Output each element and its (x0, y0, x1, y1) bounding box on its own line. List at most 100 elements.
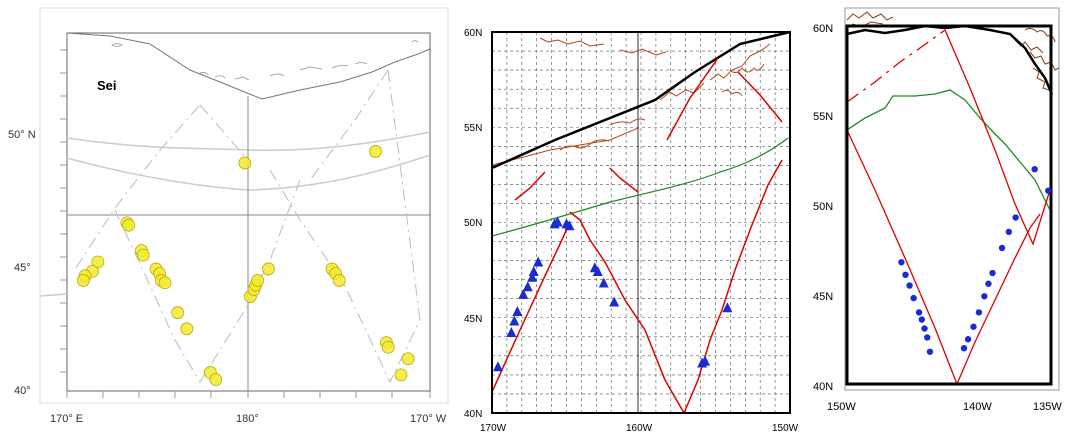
coastline-detail (491, 37, 771, 166)
sighting-marker (401, 352, 415, 366)
sighting-marker (1005, 228, 1013, 236)
sighting-marker (180, 322, 194, 336)
sighting-marker (921, 325, 928, 332)
coastline (491, 30, 791, 170)
sighting-marker (518, 288, 529, 299)
cruise-track (491, 57, 783, 414)
lat-label-40: 40° (14, 385, 31, 397)
sighting-marker (251, 274, 264, 287)
map-frame (845, 24, 1053, 386)
lat-label-50n: 50° N (8, 129, 36, 141)
sighting-marker (122, 218, 136, 232)
right-map-canvas: 60N 55N 50N 45N 40N 150W 140W 135W (813, 7, 1062, 413)
sighting-marker (564, 220, 575, 231)
lat-label-55n: 55N (813, 111, 833, 123)
coastline (66, 32, 431, 100)
ocean-front-line (491, 137, 789, 237)
sighting-marker (985, 280, 992, 287)
sighting-marker (381, 340, 395, 354)
sighting-marker (722, 302, 733, 313)
right-map: 60N 55N 50N 45N 40N 150W 140W 135W (805, 0, 1067, 439)
sighting-marker (964, 336, 972, 343)
sighting-marker (924, 334, 931, 341)
islands (111, 40, 419, 81)
sighting-marker (369, 145, 382, 158)
sighting-marker (981, 293, 988, 300)
front-line-upper (66, 131, 431, 151)
lon-label-135w: 135W (1033, 401, 1062, 413)
graticule-grid (492, 32, 790, 413)
sighting-marker (970, 323, 977, 330)
sighting-marker (136, 248, 150, 262)
lon-label-150w: 150W (827, 401, 856, 413)
lat-label-45: 45° (14, 262, 31, 274)
sighting-marker (171, 306, 185, 320)
sighting-marker (910, 294, 917, 302)
sighting-marker (906, 282, 913, 289)
middle-map: 60N 55N 50N 45N 40N 170W 160W 150W (460, 0, 805, 439)
lat-label-45n: 45N (813, 291, 833, 303)
sighting-marker (209, 373, 223, 386)
sighting-marker (332, 274, 346, 287)
sighting-markers (492, 216, 733, 372)
sighting-marker (533, 256, 544, 267)
sighting-markers (898, 166, 1052, 355)
sighting-marker (522, 281, 533, 292)
front-line-lower (66, 154, 431, 191)
sighting-marker (960, 345, 968, 352)
sighting-marker (609, 296, 620, 307)
sighting-marker (506, 326, 517, 337)
map-frame (491, 31, 791, 414)
sighting-marker (998, 244, 1006, 252)
sighting-marker (918, 316, 925, 323)
cruise-track (75, 69, 421, 384)
cruise-track (846, 29, 1051, 385)
lat-label-45n: 45N (464, 314, 482, 325)
outer-frame (39, 7, 449, 404)
lon-label-170w: 170° W (410, 413, 447, 425)
sighting-marker (898, 259, 905, 266)
lat-label-60n: 60N (464, 28, 482, 39)
sighting-marker (1012, 214, 1019, 221)
lat-label-60n: 60N (813, 23, 833, 35)
front-line-stub (39, 293, 68, 297)
sighting-marker (552, 216, 563, 227)
lon-label-150w: 150W (772, 423, 799, 434)
sei-sightings-map: Sei 50° N 45° 40° 170° E 180° 170° W (0, 0, 460, 439)
outer-frame (844, 7, 1060, 391)
species-title: Sei (97, 78, 117, 93)
sei-map-canvas: Sei 50° N 45° 40° 170° E 180° 170° W (8, 7, 449, 425)
lon-label-170e: 170° E (50, 413, 83, 425)
sighting-marker (528, 266, 539, 277)
coastline (846, 24, 1053, 93)
lat-label-50n: 50N (813, 201, 833, 213)
left-axis-ticks (60, 49, 431, 398)
sighting-marker (509, 315, 520, 326)
ocean-front-line (846, 89, 1051, 211)
sighting-marker (512, 306, 523, 317)
lon-label-160w: 160W (626, 423, 653, 434)
sighting-marker (158, 276, 172, 290)
sighting-marker (1031, 166, 1038, 173)
lon-label-180: 180° (236, 413, 259, 425)
sighting-marker (975, 309, 983, 316)
sighting-markers (76, 145, 415, 386)
sighting-marker (598, 277, 609, 288)
lon-label-170w: 170W (480, 423, 507, 434)
sighting-marker (394, 368, 408, 382)
sighting-marker (700, 355, 711, 366)
lat-label-50n: 50N (464, 218, 482, 229)
sighting-marker (1045, 187, 1052, 194)
sighting-marker (527, 271, 538, 282)
sighting-marker (915, 309, 923, 316)
sighting-marker (902, 271, 909, 279)
lat-label-40n: 40N (464, 409, 482, 420)
sighting-marker (989, 269, 996, 277)
sighting-marker (76, 274, 90, 287)
lat-label-55n: 55N (464, 123, 482, 134)
sighting-marker (238, 156, 252, 170)
lat-label-40n: 40N (813, 381, 833, 393)
sighting-marker (926, 348, 934, 355)
lon-label-140w: 140W (963, 401, 992, 413)
sighting-marker (262, 262, 275, 276)
